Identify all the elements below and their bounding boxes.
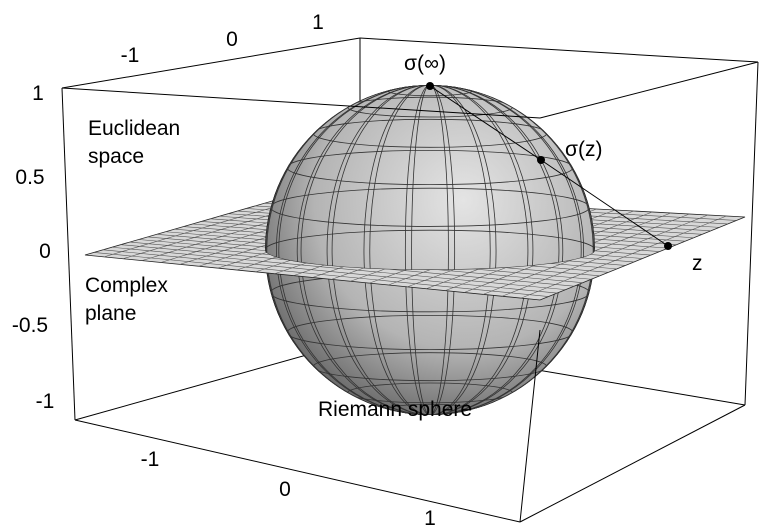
sphere-label: Riemann sphere <box>318 398 472 421</box>
euclidean-label: Euclidean <box>88 117 180 140</box>
tick-label: -0.5 <box>12 314 48 337</box>
tick-label: 1 <box>32 82 44 105</box>
euclidean-label: space <box>88 145 144 168</box>
figure: σ(∞) σ(z) z Euclidean space Complex plan… <box>0 0 760 529</box>
tick-label: 1 <box>424 507 436 529</box>
north-pole-label: σ(∞) <box>404 52 446 75</box>
tick-label: -1 <box>36 390 55 413</box>
projection-label: σ(z) <box>565 138 602 161</box>
plane-label: Complex <box>85 274 168 297</box>
page: σ(∞) σ(z) z Euclidean space Complex plan… <box>0 0 760 529</box>
tick-label: 0 <box>39 240 51 263</box>
tick-label: 0 <box>226 28 238 51</box>
plane-label: plane <box>85 302 136 325</box>
tick-label: 0 <box>279 478 291 501</box>
tick-label: 1 <box>312 11 324 34</box>
tick-label: -1 <box>141 448 160 471</box>
tick-label: -1 <box>121 44 140 67</box>
point-label: z <box>692 252 703 275</box>
tick-label: 0.5 <box>15 166 44 189</box>
